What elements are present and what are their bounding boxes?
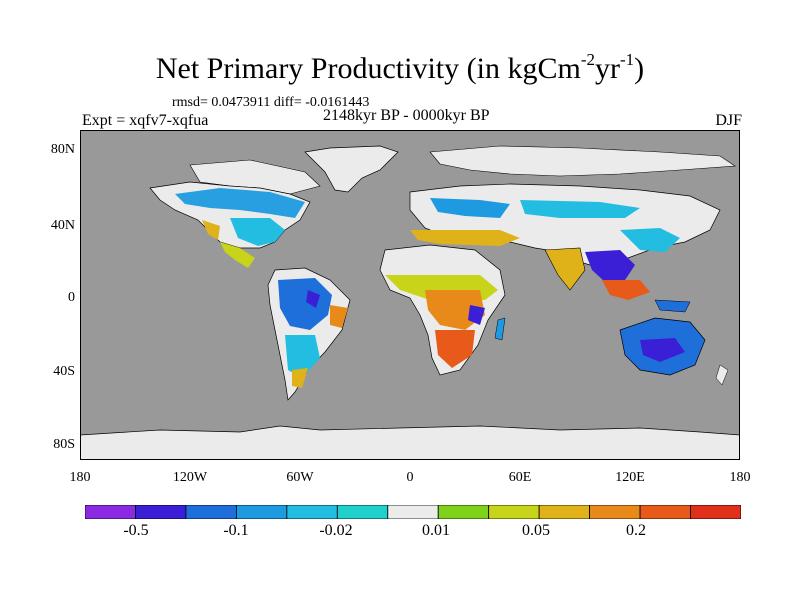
colorbar-swatch xyxy=(185,505,237,519)
china-east xyxy=(620,228,680,252)
amazon-negative xyxy=(278,278,332,330)
south-africa xyxy=(435,330,475,368)
colorbar-label: 0.01 xyxy=(422,522,450,539)
colorbar-swatch xyxy=(639,505,691,519)
experiment-label: Expt = xqfv7-xqfua xyxy=(82,112,209,129)
colorbar-swatch xyxy=(589,505,641,519)
arctic-eurasia xyxy=(429,145,736,177)
south-pole-ice xyxy=(80,448,740,460)
colorbar-swatch xyxy=(538,505,591,519)
colorbar-swatch xyxy=(286,505,338,519)
colorbar-swatch xyxy=(387,505,439,519)
new-guinea xyxy=(654,299,691,313)
greenland xyxy=(304,145,399,193)
siberia-band xyxy=(520,200,640,218)
na-mexico xyxy=(220,242,255,268)
colorbar-label: 0.05 xyxy=(522,522,550,539)
lat-label: 40N xyxy=(50,218,75,233)
se-asia xyxy=(585,250,635,282)
sa-pampas xyxy=(292,368,308,388)
plot-title: Net Primary Productivity (in kgCm-2yr-1) xyxy=(155,50,645,85)
colorbar-swatch xyxy=(336,505,389,519)
na-east xyxy=(230,218,285,246)
stats-subtitle: rmsd= 0.0473911 diff= -0.0161443 xyxy=(172,95,370,110)
lat-label: 80S xyxy=(53,437,75,452)
period-label: 2148kyr BP - 0000kyr BP xyxy=(323,107,490,124)
sa-east-positive xyxy=(330,305,348,328)
season-label: DJF xyxy=(715,112,742,129)
colorbar-label: -0.1 xyxy=(223,522,249,539)
mediterranean xyxy=(410,230,520,246)
lon-label: 120E xyxy=(615,470,645,485)
colorbar-label: -0.5 xyxy=(123,522,149,539)
colorbar-swatch xyxy=(690,505,741,519)
lon-label: 60E xyxy=(508,470,532,485)
colorbar-label: 0.2 xyxy=(626,522,646,539)
colorbar-swatch xyxy=(85,505,136,519)
amazon-core xyxy=(306,290,320,308)
world-map xyxy=(80,130,740,460)
india xyxy=(544,247,586,291)
map-border xyxy=(80,130,740,460)
na-boreal-band xyxy=(175,188,305,218)
madagascar xyxy=(494,317,506,341)
se-asia-pos xyxy=(602,280,650,300)
lon-label: 180 xyxy=(69,470,91,485)
lon-label: 60W xyxy=(286,470,314,485)
australia-core xyxy=(640,338,685,362)
lat-label: 40S xyxy=(53,364,75,379)
colorbar-label: -0.02 xyxy=(319,522,353,539)
europe-band xyxy=(430,198,510,218)
na-west xyxy=(202,220,220,240)
lat-label: 80N xyxy=(50,142,75,157)
colorbar-swatch xyxy=(437,505,490,519)
colorbar-swatch xyxy=(235,505,288,519)
east-africa-neg xyxy=(468,305,485,325)
colorbar-swatch xyxy=(135,505,187,519)
colorbar-swatch xyxy=(488,505,540,519)
new-zealand xyxy=(715,364,729,386)
lat-label: 0 xyxy=(68,290,75,305)
colorbar xyxy=(85,505,741,519)
lon-label: 180 xyxy=(729,470,751,485)
sa-south xyxy=(285,335,320,378)
lon-label: 120W xyxy=(172,470,208,485)
lon-label: 0 xyxy=(406,470,414,485)
